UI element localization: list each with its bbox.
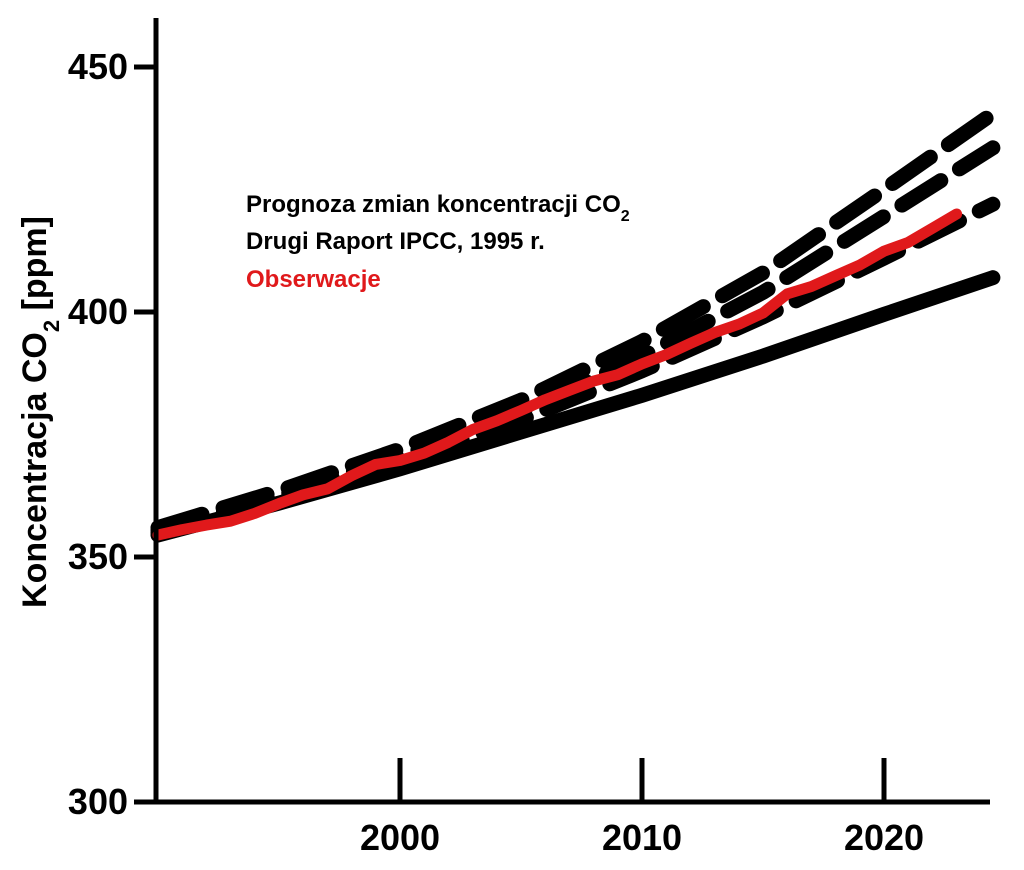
y-axis-label: Koncentracja CO2 [ppm] [16,216,64,608]
axes-layer [153,18,990,805]
legend: Prognoza zmian koncentracji CO2 Drugi Ra… [246,191,630,293]
y-tick-label-400: 400 [68,291,128,332]
x-tick-label-2000: 2000 [360,817,440,858]
projection-line-4 [150,106,1001,536]
legend-entry-observations: Obserwacje [246,266,381,293]
legend-entry-forecast: Prognoza zmian koncentracji CO2 [246,191,630,225]
x-tick-label-2010: 2010 [602,817,682,858]
x-tick-label-2020: 2020 [844,817,924,858]
series-layer [150,106,1001,543]
y-tick-label-450: 450 [68,46,128,87]
ticks-layer: 300 350 400 450 2000 2010 2020 [68,46,924,858]
observations-line [152,208,963,541]
y-tick-label-300: 300 [68,781,128,822]
y-tick-label-350: 350 [68,536,128,577]
legend-entry-report: Drugi Raport IPCC, 1995 r. [246,228,545,255]
